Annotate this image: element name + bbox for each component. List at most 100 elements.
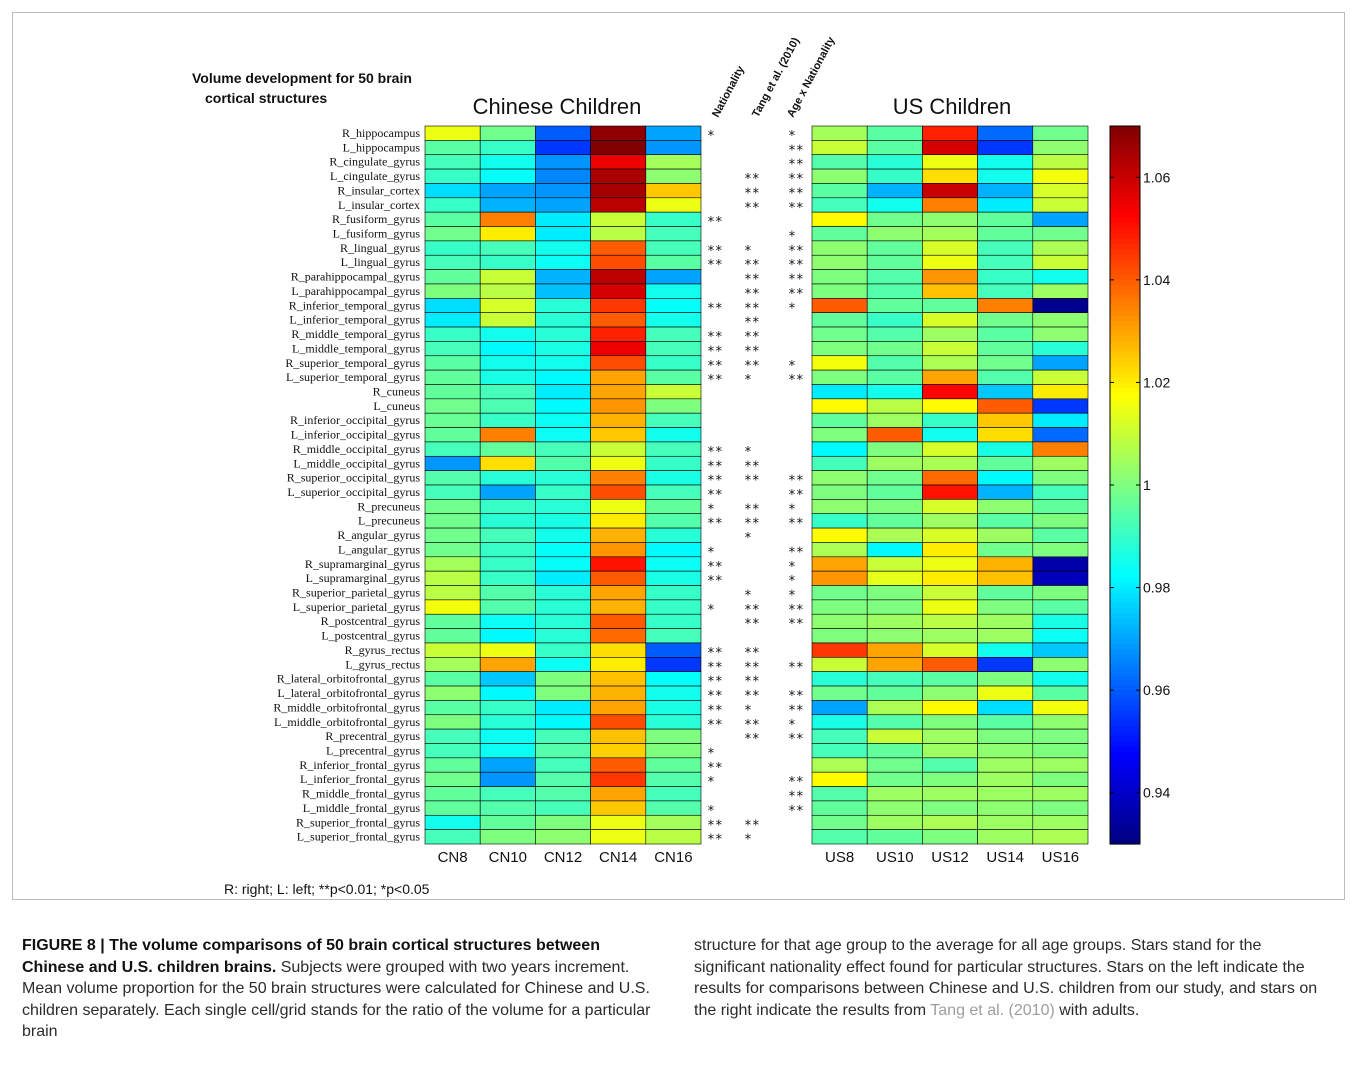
- us-cell: [811, 283, 868, 299]
- us-cell: [922, 125, 978, 141]
- colorbar-segment: [1110, 679, 1140, 686]
- row-label: L_parahippocampal_gyrus: [291, 284, 420, 298]
- cn-cell: [424, 829, 481, 845]
- colorbar-segment: [1110, 161, 1140, 168]
- us-cell: [922, 786, 978, 802]
- significance-stars: **: [788, 804, 804, 819]
- cn-cell: [535, 527, 591, 543]
- us-cell: [811, 211, 868, 227]
- us-cell: [811, 240, 868, 256]
- cn-cell: [590, 613, 647, 629]
- cn-cell: [645, 556, 702, 572]
- colorbar-segment: [1110, 674, 1140, 681]
- cn-cell: [424, 312, 481, 328]
- cn-cell: [645, 197, 702, 213]
- colorbar-segment: [1110, 649, 1140, 655]
- colorbar-segment: [1110, 136, 1140, 142]
- us-cell: [1032, 283, 1089, 299]
- colorbar-segment: [1110, 664, 1140, 671]
- colorbar-segment: [1110, 685, 1140, 691]
- cn-cell: [590, 355, 647, 371]
- us-cell: [866, 427, 923, 443]
- cn-cell: [590, 427, 647, 443]
- us-cell: [811, 154, 868, 170]
- us-cell: [866, 671, 923, 687]
- row-label: R_superior_occipital_gyrus: [287, 471, 421, 485]
- cn-cell: [424, 657, 481, 672]
- row-label: L_cingulate_gyrus: [330, 169, 420, 183]
- caption-reference-link[interactable]: Tang et al. (2010): [930, 1001, 1055, 1019]
- colorbar-segment: [1110, 367, 1140, 373]
- significance-stars: *: [788, 230, 796, 245]
- cn-cell: [645, 527, 702, 543]
- significance-stars: *: [788, 589, 796, 604]
- us-cell: [1032, 226, 1089, 242]
- cn-cell: [424, 556, 481, 572]
- us-cell: [922, 211, 978, 227]
- cn-cell: [479, 527, 536, 543]
- row-label: R_precuneus: [357, 499, 420, 513]
- cn-cell: [479, 326, 536, 342]
- cn-cell: [479, 211, 536, 227]
- row-label: R_supramarginal_gyrus: [305, 557, 420, 571]
- significance-stars: **: [707, 660, 723, 675]
- us-cell: [922, 427, 978, 443]
- us-cell: [977, 398, 1034, 414]
- colorbar-segment: [1110, 777, 1140, 784]
- cn-cell: [590, 412, 647, 428]
- significance-stars: **: [707, 761, 723, 776]
- colorbar-segment: [1110, 361, 1140, 368]
- cn-cell: [535, 743, 591, 759]
- cn-cell: [424, 125, 481, 141]
- significance-stars: **: [707, 574, 723, 589]
- us-cell: [977, 700, 1034, 716]
- colorbar-segment: [1110, 413, 1140, 419]
- colorbar-tick-label: 1.06: [1143, 169, 1170, 185]
- colorbar-segment: [1110, 423, 1140, 430]
- us-cell: [1032, 570, 1089, 586]
- colorbar-segment: [1110, 438, 1140, 445]
- cn-cell: [590, 786, 647, 802]
- cn-cell: [645, 613, 702, 629]
- significance-stars: *: [707, 775, 715, 790]
- cn-cell: [645, 326, 702, 342]
- us-cell: [866, 412, 923, 428]
- colorbar-segment: [1110, 126, 1140, 132]
- us-cell: [866, 326, 923, 342]
- cn-cell: [590, 168, 647, 184]
- cn-cell: [479, 412, 536, 428]
- us-cell: [811, 369, 868, 385]
- row-label: R_inferior_occipital_gyrus: [290, 413, 420, 427]
- colorbar-segment: [1110, 556, 1140, 563]
- us-cell: [811, 341, 868, 357]
- cn-cell: [590, 570, 647, 586]
- cn-cell: [479, 455, 536, 471]
- row-label: L_middle_temporal_gyrus: [292, 341, 420, 355]
- cn-cell: [590, 326, 647, 342]
- significance-stars: **: [744, 459, 760, 474]
- us-cell: [866, 240, 923, 256]
- cn-cell: [479, 384, 536, 400]
- us-column-label: US12: [931, 849, 969, 866]
- cn-cell: [424, 470, 481, 486]
- cn-cell: [645, 771, 702, 787]
- cn-cell: [645, 642, 702, 658]
- colorbar-tick-label: 0.98: [1143, 580, 1170, 596]
- row-label: L_precuneus: [358, 514, 420, 528]
- us-cell: [811, 642, 868, 658]
- cn-cell: [590, 599, 647, 615]
- colorbar-segment: [1110, 531, 1140, 537]
- colorbar-segment: [1110, 659, 1140, 666]
- cn-cell: [645, 412, 702, 428]
- colorbar-segment: [1110, 705, 1140, 712]
- caption-right-text: structure for that age group to the aver…: [694, 937, 1318, 1019]
- cn-cell: [424, 599, 481, 615]
- cn-cell: [590, 470, 647, 486]
- row-label: R_gyrus_rectus: [345, 643, 421, 657]
- us-cell: [811, 527, 868, 543]
- cn-cell: [645, 599, 702, 615]
- colorbar-segment: [1110, 326, 1140, 332]
- cn-cell: [535, 599, 591, 615]
- colorbar-segment: [1110, 213, 1140, 219]
- us-cell: [1032, 829, 1089, 845]
